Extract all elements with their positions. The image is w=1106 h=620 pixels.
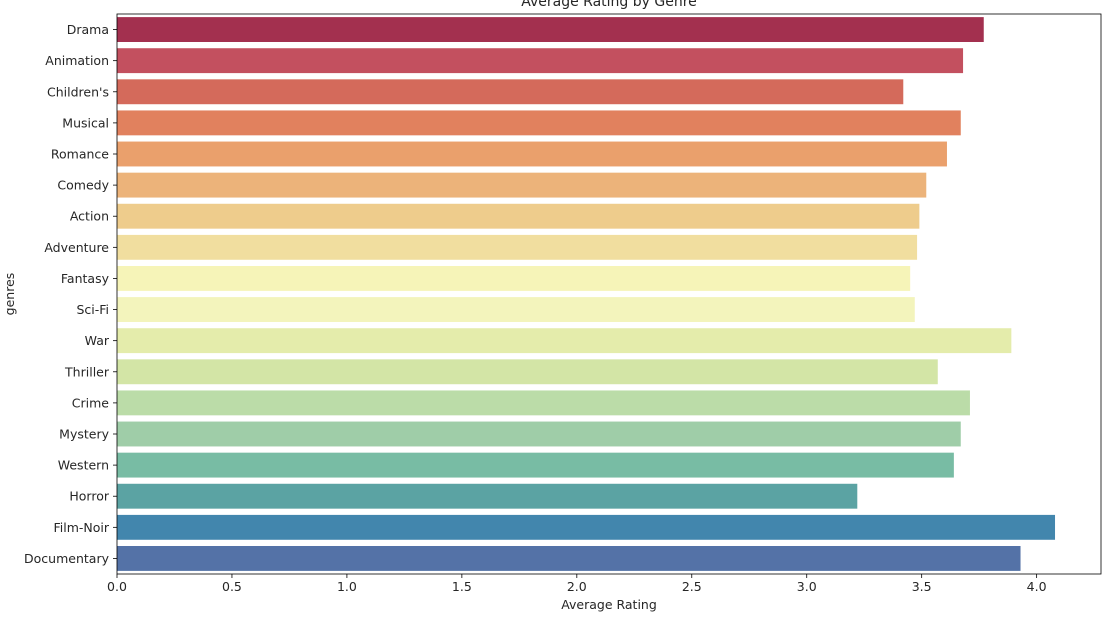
y-tick-label: Children's <box>47 84 109 99</box>
x-tick-label: 3.0 <box>797 579 817 594</box>
y-tick-label: Western <box>58 458 109 473</box>
bar-crime <box>117 390 970 416</box>
y-tick-label: Romance <box>51 147 109 162</box>
bar-drama <box>117 17 984 42</box>
x-tick-label: 4.0 <box>1027 579 1047 594</box>
y-tick-label: Action <box>70 209 109 224</box>
y-tick-label: Musical <box>62 115 109 130</box>
x-tick-label: 2.0 <box>567 579 587 594</box>
bar-musical <box>117 110 961 136</box>
bar-romance <box>117 141 947 167</box>
bar-documentary <box>117 546 1021 571</box>
y-axis-title: genres <box>2 273 17 316</box>
bar-thriller <box>117 359 938 385</box>
x-tick-label: 3.5 <box>912 579 932 594</box>
chart-title: Average Rating by Genre <box>521 0 697 10</box>
y-tick-label: Drama <box>67 22 109 37</box>
y-tick-label: Adventure <box>44 240 109 255</box>
x-tick-label: 0.0 <box>107 579 127 594</box>
bar-children-s <box>117 79 904 105</box>
y-tick-label: Film-Noir <box>53 520 109 535</box>
y-tick-label: Animation <box>45 53 109 68</box>
bar-western <box>117 452 954 478</box>
x-tick-label: 1.0 <box>337 579 357 594</box>
bar-sci-fi <box>117 297 915 322</box>
y-tick-label: Crime <box>72 395 110 410</box>
y-tick-label: Sci-Fi <box>76 302 109 317</box>
bar-adventure <box>117 234 918 260</box>
bar-animation <box>117 48 964 74</box>
bar-fantasy <box>117 266 911 291</box>
bar-comedy <box>117 172 927 198</box>
y-tick-label: Comedy <box>57 178 109 193</box>
bar-mystery <box>117 421 961 447</box>
y-tick-label: Thriller <box>64 364 110 379</box>
x-axis-title: Average Rating <box>561 597 657 612</box>
y-tick-label: Mystery <box>59 427 109 442</box>
y-tick-label: Fantasy <box>61 271 110 286</box>
plot-frame <box>116 13 1102 575</box>
x-tick-label: 0.5 <box>222 579 242 594</box>
bar-war <box>117 328 1012 354</box>
y-tick-label: Horror <box>69 489 109 504</box>
bar-film-noir <box>117 514 1056 540</box>
y-tick-label: War <box>85 333 110 348</box>
x-tick-label: 1.5 <box>452 579 472 594</box>
y-tick-label: Documentary <box>24 551 110 566</box>
bar-action <box>117 203 920 229</box>
x-tick-label: 2.5 <box>682 579 702 594</box>
bar-horror <box>117 483 858 509</box>
